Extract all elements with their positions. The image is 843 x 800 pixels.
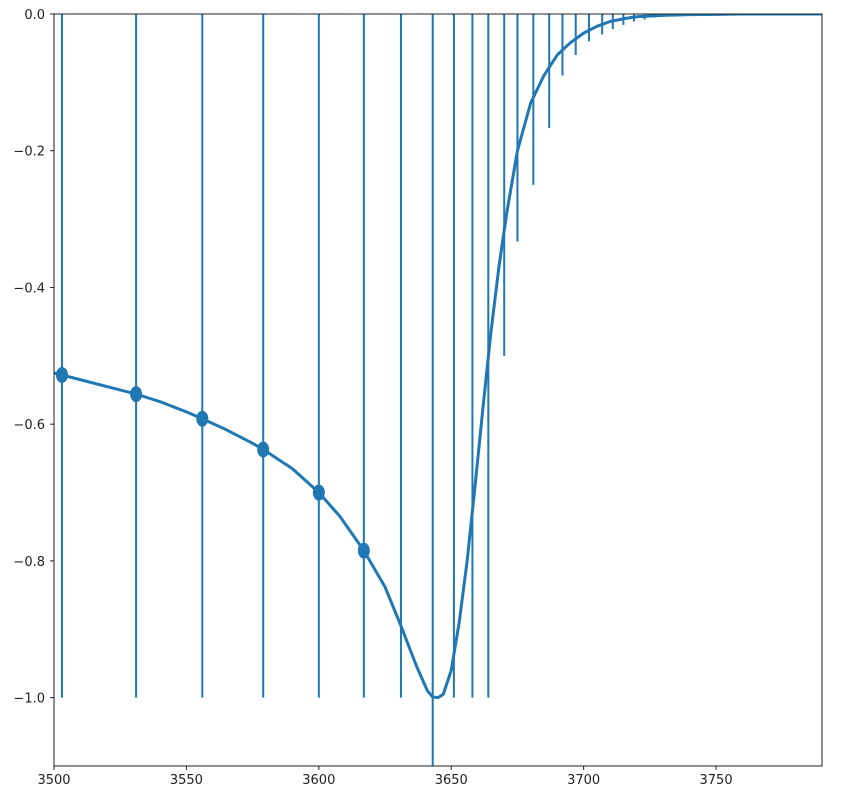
x-tick-label-0: 3500: [37, 773, 70, 788]
series-curve-line: [54, 14, 822, 700]
x-tick-label-5: 3750: [700, 773, 733, 788]
y-tick-label-1: −0.2: [13, 145, 45, 160]
y-tick-label-4: −0.8: [13, 555, 45, 570]
axes-frame: [53, 13, 823, 767]
marker-point-2: [196, 410, 209, 427]
x-tick-label-2: 3600: [302, 773, 335, 788]
x-tick-label-1: 3550: [170, 773, 203, 788]
plot-area: [54, 14, 822, 766]
x-tick-label-3: 3650: [435, 773, 468, 788]
axes: 3500 3550 3600 3650 3700 3750 0.0 −0.2 −0.4 −0.6 −…: [13, 8, 823, 788]
marker-point-0: [55, 366, 68, 383]
y-tick-label-5: −1.0: [13, 692, 45, 707]
x-tick-label-4: 3700: [567, 773, 600, 788]
marker-point-5: [357, 542, 370, 559]
marker-point-4: [312, 484, 325, 501]
y-tick-label-3: −0.6: [13, 418, 45, 433]
y-tick-label-0: 0.0: [24, 8, 45, 23]
marker-point-3: [257, 441, 270, 458]
marker-point-1: [130, 386, 143, 403]
y-tick-label-2: −0.4: [13, 281, 45, 296]
